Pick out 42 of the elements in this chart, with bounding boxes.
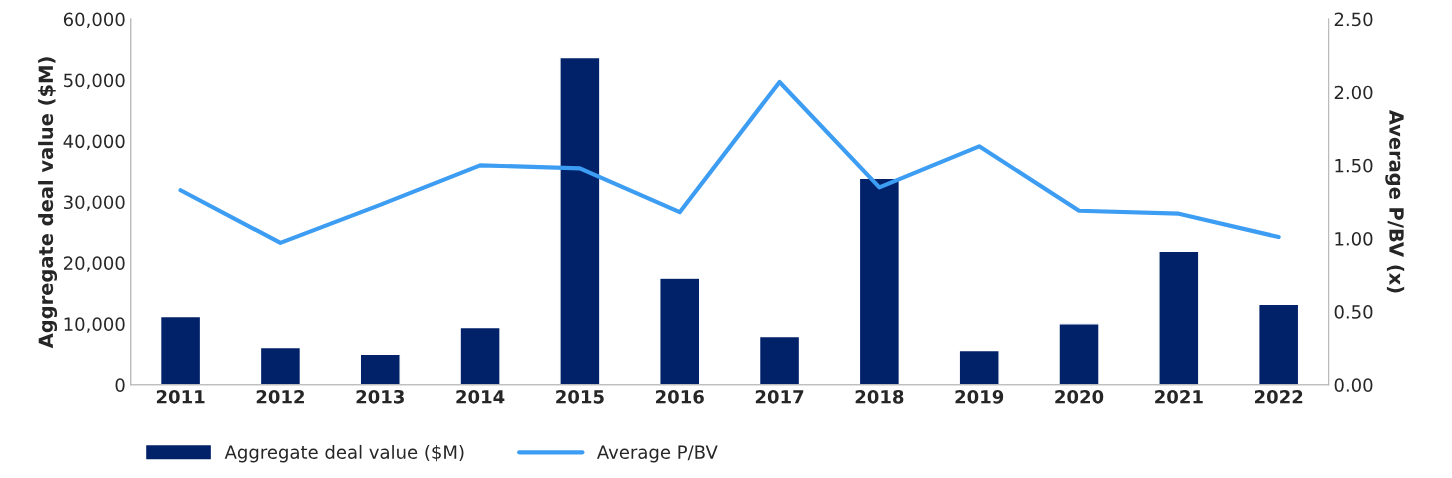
bar — [858, 177, 901, 385]
y2-tick-label: 0.50 — [1334, 305, 1373, 319]
bar — [1158, 250, 1200, 385]
bar — [159, 315, 202, 385]
y2-axis-title: Average P/BV (x) — [1385, 109, 1405, 293]
x-tick-label: 2019 — [955, 389, 1004, 404]
bar — [1258, 303, 1300, 385]
bar — [359, 353, 401, 385]
y-tick-label: 20,000 — [63, 256, 125, 272]
x-tick-label: 2014 — [456, 389, 505, 404]
bar — [659, 277, 701, 385]
bar — [958, 349, 1000, 385]
y-tick-label: 0 — [115, 378, 125, 392]
x-tick-label: 2012 — [256, 389, 304, 404]
bar — [459, 326, 501, 385]
y-tick-label: 40,000 — [63, 134, 125, 150]
bar — [1058, 323, 1100, 385]
x-tick-label: 2022 — [1254, 389, 1303, 404]
y2-tick-label: 2.50 — [1334, 12, 1373, 27]
x-tick-label: 2015 — [556, 389, 604, 404]
x-tick-label: 2021 — [1155, 389, 1203, 404]
x-tick-label: 2017 — [755, 389, 804, 404]
bar — [559, 56, 601, 385]
x-tick-label: 2016 — [656, 389, 704, 404]
y2-tick-label: 0.00 — [1334, 378, 1373, 392]
x-tick-label: 2011 — [156, 389, 205, 404]
x-tick-label: 2018 — [855, 389, 904, 404]
x-tick-label: 2013 — [356, 389, 404, 404]
y2-tick-label: 1.50 — [1335, 158, 1373, 173]
y-tick-label: 60,000 — [63, 12, 125, 29]
y2-tick-label: 1.00 — [1335, 231, 1373, 246]
y-tick-label: 50,000 — [64, 73, 125, 90]
y2-tick-label: 2.00 — [1334, 85, 1373, 100]
x-tick-label: 2020 — [1055, 389, 1104, 404]
y-tick-label: 30,000 — [64, 195, 125, 211]
y-tick-label: 10,000 — [64, 317, 125, 333]
legend-label: Aggregate deal value ($M) — [224, 444, 464, 463]
legend-label: Average P/BV — [596, 445, 718, 463]
line-series — [178, 79, 1281, 245]
bar — [259, 346, 302, 385]
bar — [758, 335, 801, 385]
y-axis-title: Aggregate deal value ($M) — [38, 57, 58, 349]
